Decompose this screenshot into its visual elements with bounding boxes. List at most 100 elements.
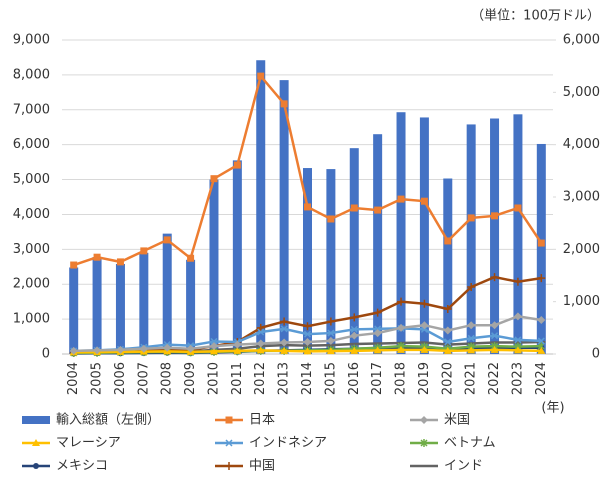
marker (327, 215, 335, 223)
legend-label: 輸入総額（左側） (56, 413, 160, 428)
marker (210, 175, 218, 183)
y-tick-label: 0 (42, 347, 50, 362)
legend-item: マレーシア (22, 436, 121, 451)
marker (93, 346, 102, 355)
marker (326, 347, 335, 355)
x-tick-label: 2016 (347, 362, 362, 395)
marker (467, 346, 476, 354)
y2-tick-label: 5,000 (563, 85, 600, 100)
marker (303, 322, 312, 331)
legend-item: メキシコ (22, 459, 108, 474)
x-tick-label: 2010 (206, 362, 221, 395)
marker (537, 239, 545, 247)
marker (397, 323, 406, 332)
x-tick-label: 2009 (183, 362, 198, 395)
marker (233, 161, 241, 169)
marker (373, 346, 382, 354)
marker (350, 331, 359, 340)
marker (257, 328, 265, 336)
marker (256, 346, 265, 354)
y-tick-label: 4,000 (13, 207, 50, 222)
legend-item: ベトナム (410, 436, 496, 451)
legend-label: マレーシア (56, 436, 121, 451)
marker (373, 308, 382, 317)
marker (233, 340, 242, 349)
x-tick-label: 2019 (417, 362, 432, 395)
x-tick-label: 2007 (136, 362, 151, 395)
legend-marker (420, 439, 428, 447)
x-tick-label: 2015 (323, 362, 338, 395)
bar (139, 252, 149, 354)
legend-marker (32, 439, 40, 446)
marker (397, 195, 405, 203)
marker (257, 72, 265, 80)
y-tick-label: 3,000 (13, 242, 50, 257)
y2-tick-label: 4,000 (563, 137, 600, 152)
y-tick-label: 9,000 (13, 33, 50, 48)
marker (280, 338, 289, 347)
marker (163, 236, 171, 244)
marker (256, 339, 265, 348)
marker (303, 330, 312, 338)
marker (304, 203, 311, 211)
marker (116, 258, 124, 266)
marker (490, 273, 499, 282)
y-tick-label: 8,000 (13, 67, 50, 82)
marker (256, 323, 265, 332)
marker (444, 338, 452, 346)
legend-marker (225, 416, 233, 424)
x-tick-label: 2004 (66, 362, 81, 395)
marker (373, 329, 382, 338)
bar (396, 112, 406, 354)
legend-item: インドネシア (215, 436, 327, 451)
marker (537, 346, 546, 354)
x-tick-label: 2017 (370, 362, 385, 395)
marker (467, 283, 476, 292)
marker (303, 337, 312, 346)
marker (443, 346, 452, 354)
legend-marker (225, 439, 233, 447)
legend-label: 中国 (249, 459, 275, 474)
legend-label: インドネシア (249, 436, 327, 451)
bar (232, 160, 242, 354)
x-tick-label: 2014 (300, 362, 315, 395)
marker (186, 344, 195, 353)
x-tick-label: 2023 (510, 362, 525, 395)
marker (537, 315, 546, 324)
x-tick-label: 2024 (534, 362, 549, 395)
marker (420, 345, 429, 353)
marker (69, 346, 78, 355)
marker (490, 321, 499, 330)
marker (443, 326, 452, 335)
legend-label: メキシコ (56, 459, 108, 474)
marker (420, 321, 429, 330)
x-tick-label: 2013 (277, 362, 292, 395)
bar (69, 267, 79, 354)
legend-item: インド (410, 459, 483, 474)
bar (303, 168, 312, 354)
bar (466, 124, 476, 354)
marker (209, 342, 218, 351)
marker (467, 334, 475, 342)
bar (92, 257, 102, 354)
marker (70, 261, 78, 269)
bar (490, 118, 500, 354)
marker (93, 253, 101, 261)
marker (444, 237, 452, 245)
y2-tick-label: 3,000 (563, 190, 600, 205)
marker (537, 274, 546, 283)
marker (467, 214, 475, 222)
marker (420, 197, 428, 205)
legend-marker (33, 463, 39, 469)
y-tick-label: 5,000 (13, 172, 50, 187)
marker (397, 345, 406, 353)
marker (374, 206, 382, 214)
marker (443, 304, 452, 313)
marker (187, 254, 195, 262)
legend-item: 輸入総額（左側） (22, 413, 160, 428)
marker (420, 325, 428, 333)
bar (256, 60, 266, 354)
marker (280, 325, 288, 333)
x-tick-label: 2022 (487, 362, 502, 395)
